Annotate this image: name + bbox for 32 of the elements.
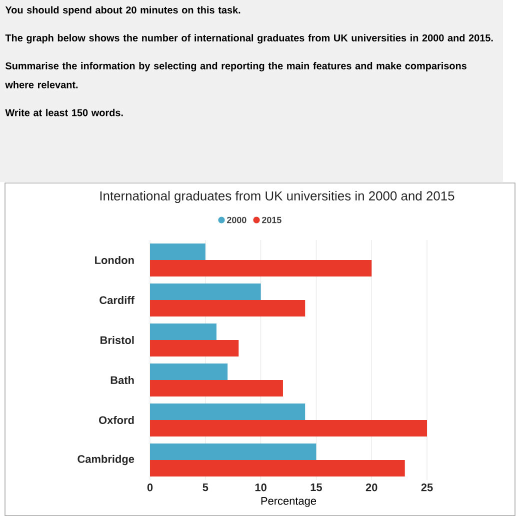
bar <box>150 340 239 357</box>
x-axis-title: Percentage <box>261 497 316 507</box>
bar <box>150 364 228 380</box>
x-tick-label: 25 <box>421 484 433 492</box>
legend-label: 2015 <box>262 216 282 224</box>
bar <box>150 460 405 477</box>
text: Write at least 150 words. <box>5 108 123 116</box>
x-tick-label: 20 <box>366 484 378 492</box>
y-tick-label: Bath <box>110 376 134 384</box>
legend-label: 2000 <box>227 216 246 224</box>
text: You should spend about 20 minutes on this task. <box>5 6 240 16</box>
bar <box>150 300 306 317</box>
text: Summarise the information by selecting and reporting the main features and make comparisons where relevant. <box>5 62 466 88</box>
x-tick-label: 0 <box>147 484 153 492</box>
bar <box>150 444 316 460</box>
bar <box>150 244 206 260</box>
bar <box>150 284 261 300</box>
x-tick-label: 10 <box>255 484 266 492</box>
x-tick-label: 15 <box>310 484 322 492</box>
text: The graph below shows the number of international graduates from UK universities in 2000 and 2015. <box>5 34 493 44</box>
y-tick-label: London <box>95 256 134 264</box>
y-tick-label: Bristol <box>100 336 134 344</box>
bar <box>150 324 216 340</box>
y-tick-label: Cambridge <box>78 454 134 466</box>
bar <box>150 404 306 420</box>
chart-title: International graduates from UK universities in 2000 and 2015 <box>100 190 454 204</box>
bar <box>150 380 283 397</box>
y-tick-label: Oxford <box>99 416 134 424</box>
y-tick-label: Cardiff <box>100 296 134 304</box>
bar <box>150 260 372 277</box>
bar <box>150 420 428 437</box>
x-tick-label: 5 <box>202 484 208 492</box>
